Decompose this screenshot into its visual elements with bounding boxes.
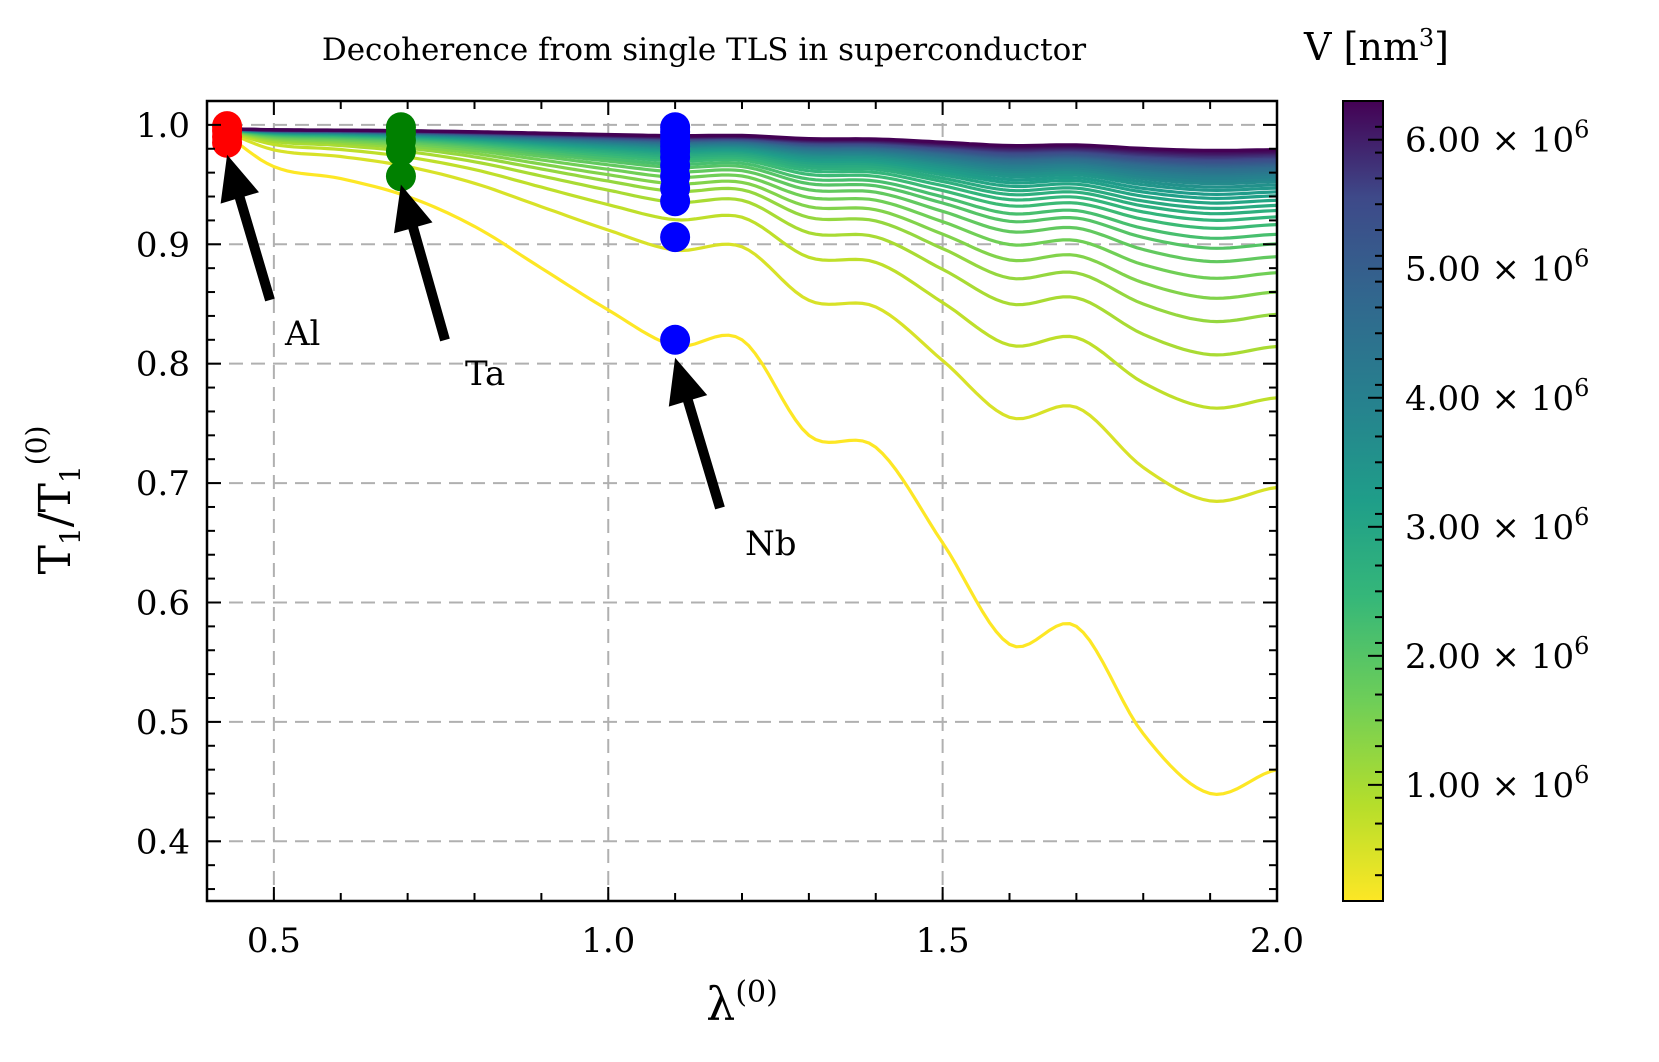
plot-area: Al Ta Nb 0.5 1.0 1.5 2.0 0.4 0.5 0.6 0.7 0.8 0.9 1.0 — [136, 99, 1304, 961]
colorbar-tick-label: 6.00 × 106 — [1405, 116, 1589, 161]
annotation-nb: Nb — [745, 524, 797, 564]
colorbar-tick-label: 3.00 × 106 — [1405, 503, 1589, 548]
curves — [219, 126, 1278, 797]
y-axis-label: T1/T1(0) — [20, 426, 87, 575]
colorbar: 1.00 × 106 2.00 × 106 3.00 × 106 4.00 × 106… — [1342, 100, 1589, 902]
chart-title: Decoherence from single TLS in supercond… — [322, 32, 1086, 68]
colorbar-tick-label: 2.00 × 106 — [1405, 632, 1589, 677]
colorbar-title: V [nm3] — [1303, 24, 1449, 69]
x-tick-label: 0.5 — [247, 921, 301, 961]
arrow-al — [220, 154, 275, 302]
y-tick-label: 0.5 — [136, 703, 190, 743]
marker-al — [212, 127, 243, 158]
colorbar-tick-label: 4.00 × 106 — [1405, 374, 1589, 419]
x-tick-label: 2.0 — [1250, 921, 1304, 961]
annotation-ta: Ta — [465, 354, 505, 394]
series-line — [219, 129, 1278, 797]
colorbar-gradient — [1342, 100, 1384, 902]
arrow-ta — [394, 184, 450, 342]
colorbar-tick-label: 5.00 × 106 — [1405, 245, 1589, 290]
y-tick-label: 1.0 — [136, 106, 190, 146]
annotation-arrows: Al Ta Nb — [220, 154, 797, 564]
marker-ta — [385, 161, 416, 192]
colorbar-tick-label: 1.00 × 106 — [1405, 761, 1589, 806]
marker-ta — [385, 136, 416, 167]
y-tick-label: 0.6 — [136, 583, 190, 623]
x-tick-label: 1.0 — [581, 921, 635, 961]
y-tick-label: 0.7 — [136, 464, 190, 504]
y-tick-label: 0.8 — [136, 345, 190, 385]
y-tick-label: 0.4 — [136, 822, 190, 862]
marker-nb — [660, 324, 691, 355]
arrow-nb — [668, 357, 725, 510]
axis-ticks: 0.5 1.0 1.5 2.0 0.4 0.5 0.6 0.7 0.8 0.9 1.0 — [136, 100, 1304, 961]
x-tick-label: 1.5 — [916, 921, 970, 961]
colorbar-ticks: 1.00 × 106 2.00 × 106 3.00 × 106 4.00 × 106… — [1368, 100, 1589, 902]
x-axis-label: λ(0) — [706, 975, 778, 1031]
markers — [212, 111, 691, 355]
annotation-al: Al — [284, 314, 320, 354]
marker-nb — [660, 222, 691, 253]
marker-nb — [660, 186, 691, 217]
y-tick-label: 0.9 — [136, 225, 190, 265]
